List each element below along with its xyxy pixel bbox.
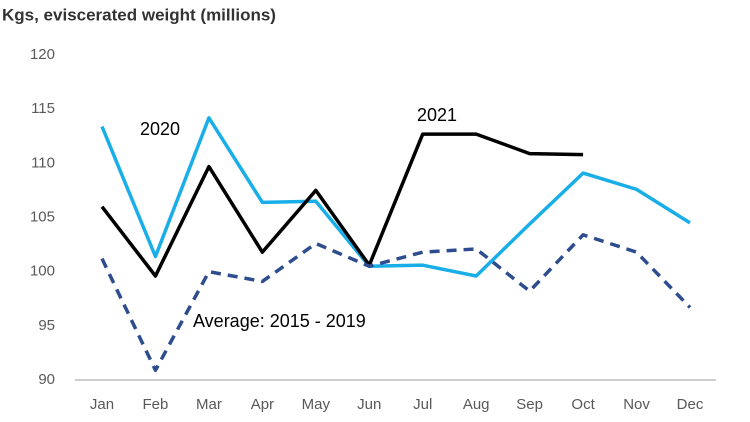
x-tick-label: Oct <box>571 396 595 413</box>
x-tick-label: Aug <box>463 396 490 413</box>
y-tick-label: 105 <box>30 208 55 225</box>
series-label: 2020 <box>140 119 180 139</box>
x-tick-label: Apr <box>251 396 274 413</box>
x-tick-label: Dec <box>677 396 704 413</box>
y-tick-label: 100 <box>30 263 55 280</box>
x-tick-label: Jun <box>357 396 381 413</box>
chart-title: Kgs, eviscerated weight (millions) <box>2 5 276 24</box>
x-tick-label: May <box>302 396 331 413</box>
x-tick-label: Feb <box>143 396 169 413</box>
x-tick-label: Jul <box>413 396 432 413</box>
y-tick-label: 115 <box>31 100 55 117</box>
y-tick-label: 120 <box>30 46 55 63</box>
series-line <box>100 132 584 278</box>
series-line <box>100 233 692 372</box>
x-tick-label: Nov <box>623 396 650 413</box>
y-tick-label: 95 <box>38 317 55 334</box>
x-tick-label: Jan <box>90 396 114 413</box>
series-label: 2021 <box>417 105 457 125</box>
x-tick-label: Sep <box>516 396 543 413</box>
series-label: Average: 2015 - 2019 <box>193 311 366 331</box>
series-line <box>100 116 691 278</box>
y-tick-label: 90 <box>38 371 55 388</box>
x-tick-label: Mar <box>196 396 222 413</box>
y-tick-label: 110 <box>31 154 55 171</box>
